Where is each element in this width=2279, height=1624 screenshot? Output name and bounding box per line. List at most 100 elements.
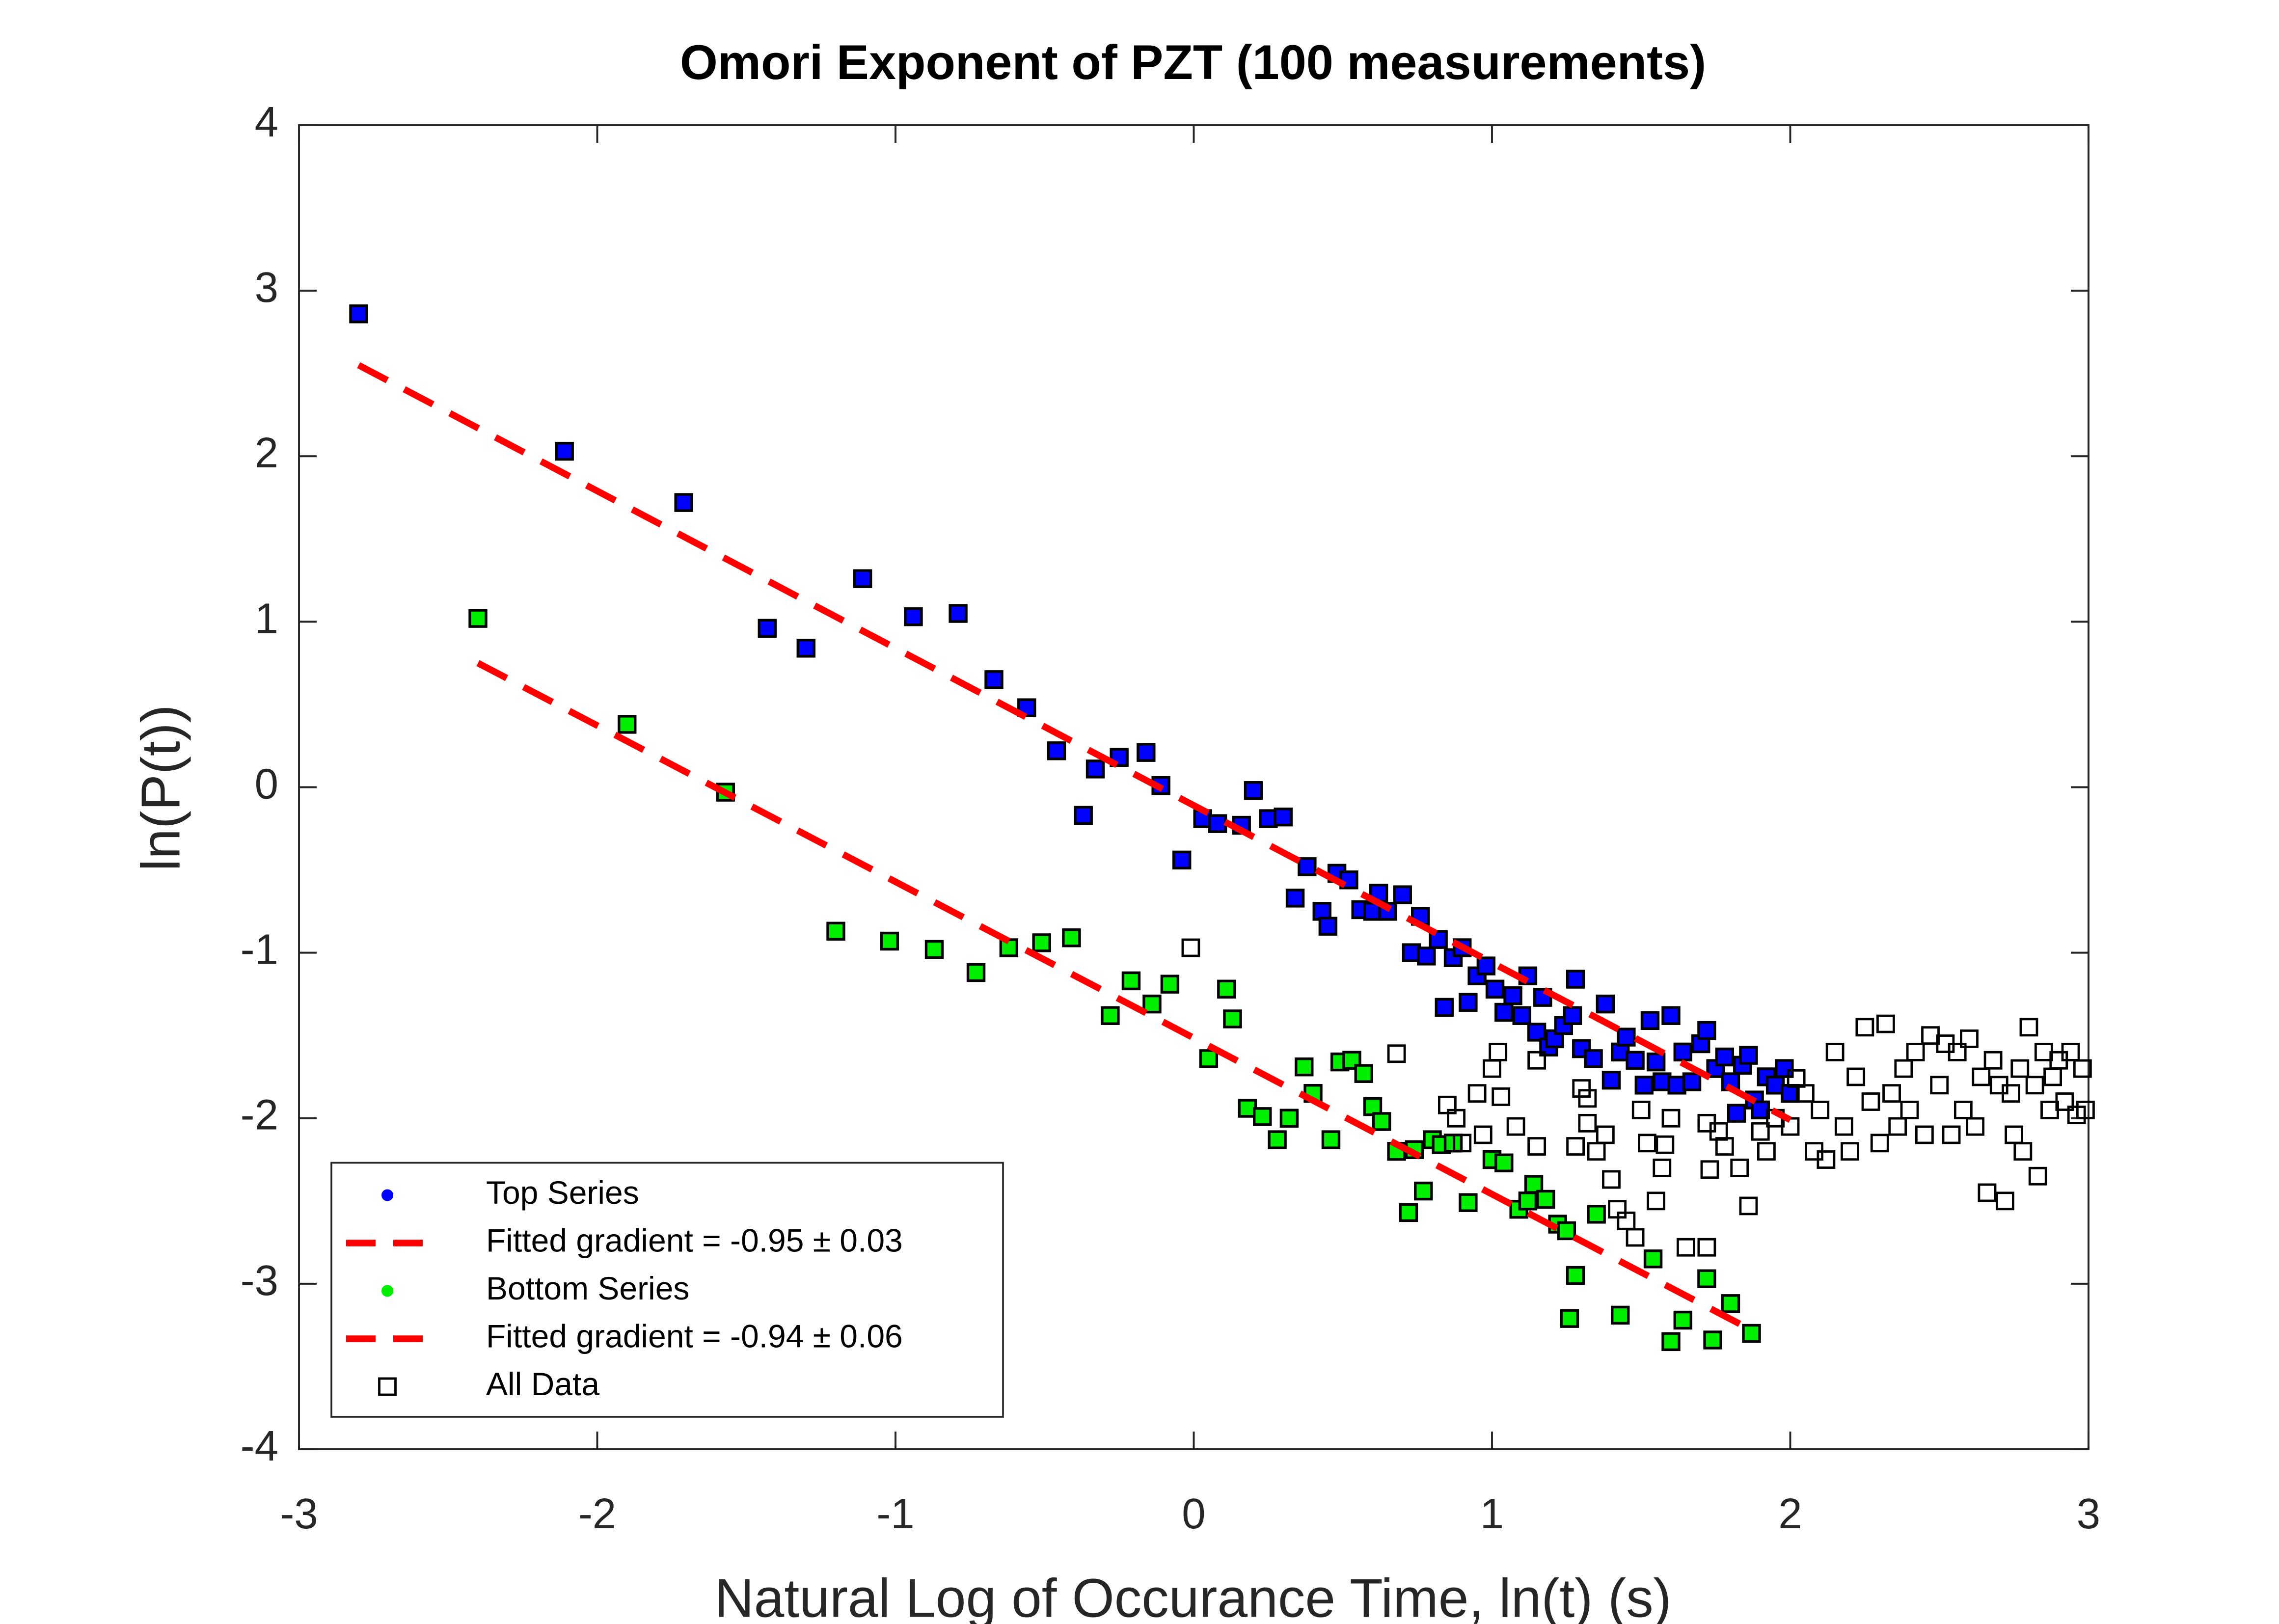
point bbox=[1074, 806, 1093, 825]
x-tick-label: 1 bbox=[1480, 1490, 1504, 1538]
point bbox=[1494, 1153, 1514, 1172]
point bbox=[1700, 1160, 1719, 1179]
legend-label: Top Series bbox=[486, 1174, 639, 1211]
point bbox=[349, 304, 368, 324]
point bbox=[1172, 850, 1192, 870]
point bbox=[1646, 1052, 1666, 1072]
point bbox=[904, 607, 923, 626]
point bbox=[1721, 1072, 1740, 1091]
y-tick-label: -1 bbox=[241, 926, 278, 974]
point bbox=[826, 921, 845, 941]
point bbox=[1983, 1051, 2003, 1070]
point bbox=[949, 604, 968, 623]
point bbox=[1817, 1150, 1836, 1169]
point bbox=[468, 609, 488, 628]
x-tick-label: 0 bbox=[1182, 1490, 1205, 1538]
x-tick-label: -2 bbox=[578, 1490, 616, 1538]
point bbox=[555, 441, 574, 461]
point bbox=[1953, 1100, 1973, 1119]
point bbox=[1647, 1191, 1666, 1211]
point bbox=[1596, 994, 1615, 1014]
point bbox=[1915, 1125, 1934, 1144]
point bbox=[1160, 974, 1180, 994]
point bbox=[1101, 1006, 1120, 1025]
x-tick-label: 2 bbox=[1778, 1490, 1802, 1538]
point bbox=[2076, 1100, 2095, 1119]
point bbox=[1655, 1135, 1675, 1154]
point bbox=[1435, 998, 1454, 1017]
point bbox=[1489, 1042, 1508, 1061]
point bbox=[1572, 1039, 1591, 1058]
point bbox=[1682, 1072, 1702, 1091]
point bbox=[1626, 1228, 1645, 1247]
point bbox=[1566, 1137, 1585, 1156]
legend-swatch bbox=[378, 1377, 397, 1396]
point bbox=[1739, 1196, 1758, 1216]
point bbox=[1563, 1006, 1582, 1025]
point bbox=[1721, 1294, 1740, 1313]
point bbox=[1217, 979, 1236, 999]
point bbox=[1560, 1309, 1579, 1328]
point bbox=[880, 931, 899, 951]
point bbox=[1640, 1011, 1660, 1030]
point bbox=[1181, 938, 1200, 957]
point bbox=[1960, 1029, 1979, 1048]
x-tick-label: -3 bbox=[280, 1490, 318, 1538]
point bbox=[1372, 1112, 1391, 1131]
point bbox=[1244, 781, 1263, 800]
point bbox=[1223, 1009, 1242, 1029]
point bbox=[1673, 1310, 1693, 1330]
point bbox=[1942, 1125, 1961, 1144]
point bbox=[1578, 1089, 1597, 1108]
legend-label: Bottom Series bbox=[486, 1270, 689, 1306]
point bbox=[1527, 1051, 1546, 1070]
point bbox=[1268, 1130, 1287, 1149]
point bbox=[1697, 1238, 1716, 1257]
chart-title: Omori Exponent of PZT (100 measurements) bbox=[680, 35, 1706, 89]
point bbox=[1601, 1071, 1621, 1090]
point bbox=[1208, 814, 1227, 833]
point bbox=[1512, 1006, 1531, 1025]
point bbox=[1417, 947, 1436, 966]
point bbox=[1841, 1142, 1859, 1161]
point bbox=[1894, 1059, 1913, 1078]
point bbox=[1811, 1100, 1830, 1119]
point bbox=[1032, 933, 1051, 952]
point bbox=[1536, 1190, 1555, 1209]
point bbox=[1453, 1134, 1472, 1153]
point bbox=[1978, 1183, 1997, 1202]
point bbox=[924, 940, 944, 959]
point bbox=[1661, 1332, 1681, 1352]
point bbox=[1572, 1079, 1591, 1098]
point bbox=[1757, 1142, 1776, 1161]
point bbox=[1795, 1084, 1815, 1103]
point bbox=[1751, 1122, 1770, 1141]
point bbox=[1566, 970, 1585, 989]
point bbox=[1342, 1051, 1361, 1070]
legend-label: Fitted gradient = -0.94 ± 0.06 bbox=[486, 1318, 903, 1354]
point bbox=[1643, 1249, 1663, 1269]
point bbox=[1506, 1117, 1525, 1136]
y-tick-label: 2 bbox=[255, 429, 278, 477]
point bbox=[1742, 1324, 1761, 1343]
point bbox=[966, 963, 986, 982]
point bbox=[1473, 1125, 1492, 1144]
point bbox=[1906, 1042, 1925, 1061]
point bbox=[2055, 1092, 2074, 1111]
point bbox=[2013, 1142, 2033, 1161]
point bbox=[1321, 1130, 1341, 1149]
point bbox=[1459, 1193, 1478, 1212]
point bbox=[1948, 1042, 1967, 1061]
point bbox=[1715, 1137, 1734, 1156]
point bbox=[1492, 1087, 1511, 1106]
point bbox=[1730, 1158, 1749, 1177]
y-tick-label: 0 bbox=[255, 760, 278, 808]
legend-swatch bbox=[381, 1285, 394, 1297]
point bbox=[1142, 994, 1162, 1014]
point bbox=[1930, 1076, 1949, 1095]
point bbox=[1467, 1084, 1487, 1103]
point bbox=[1476, 956, 1496, 975]
point bbox=[1611, 1305, 1630, 1325]
point bbox=[1047, 741, 1066, 760]
